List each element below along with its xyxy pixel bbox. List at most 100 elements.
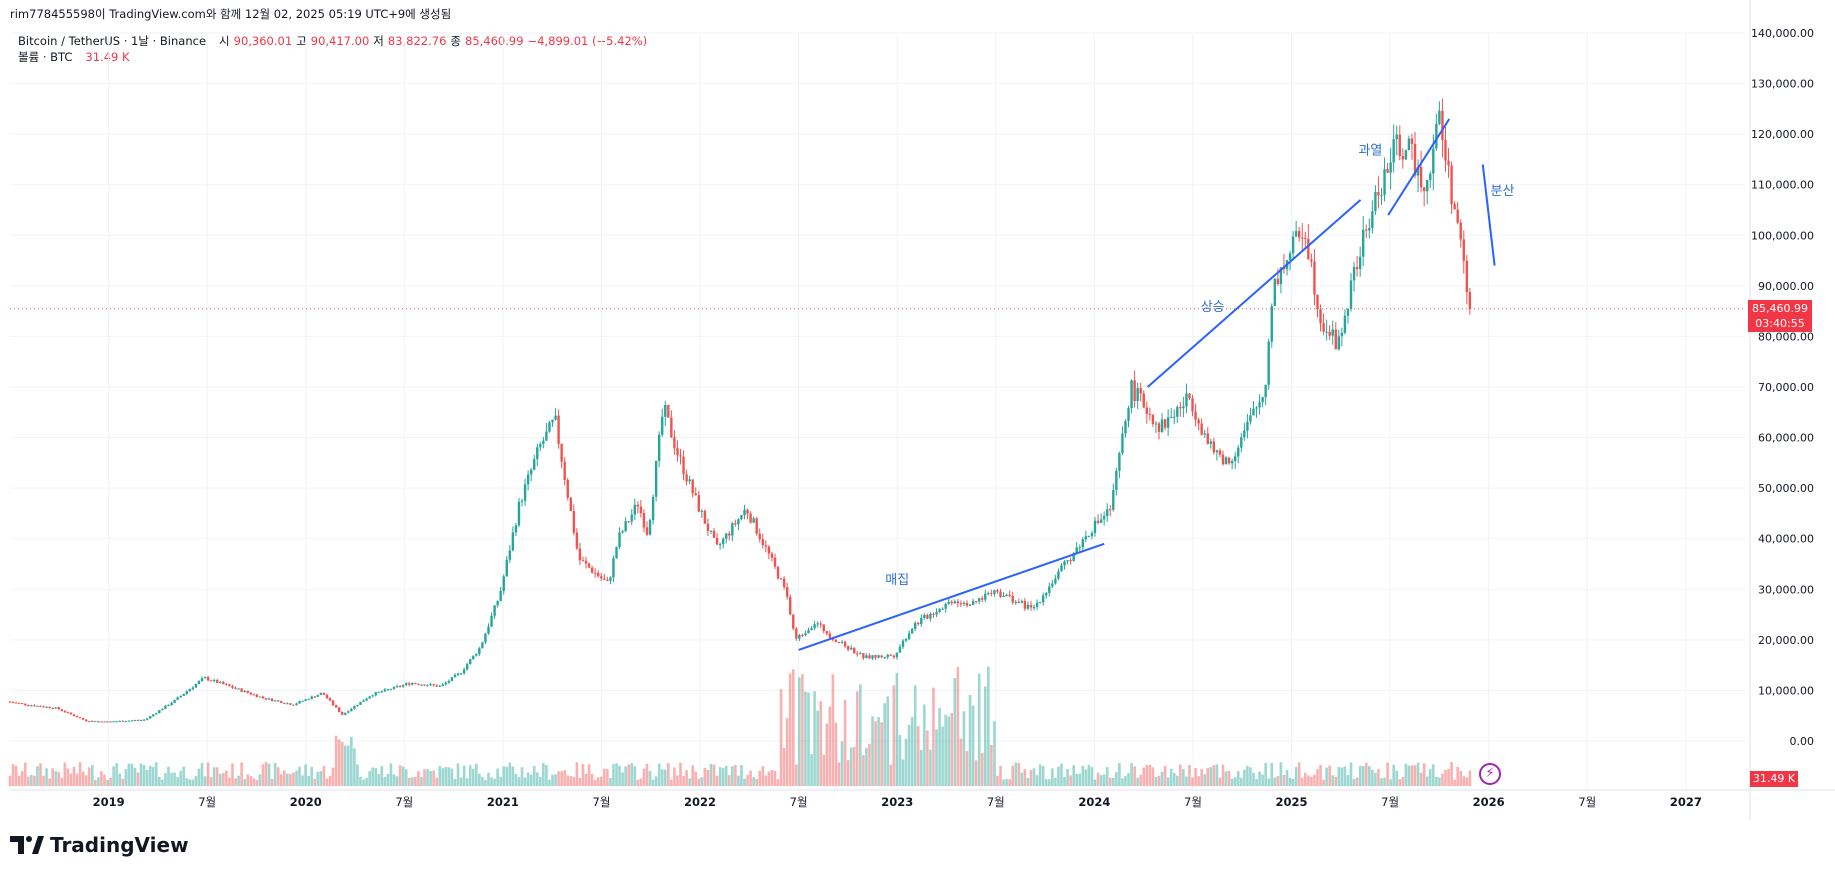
volume-bar: [807, 692, 810, 786]
candle-body: [1392, 139, 1395, 163]
volume-bar: [956, 667, 960, 786]
candle-body: [493, 605, 496, 616]
lightning-icon[interactable]: ⚡: [1479, 763, 1501, 785]
candle-body: [286, 703, 289, 705]
tradingview-logo-icon: [10, 836, 44, 854]
volume-bar: [560, 771, 563, 786]
candle-body: [648, 519, 652, 535]
candle-body: [798, 635, 801, 639]
candle-body: [514, 525, 518, 533]
volume-bar: [347, 745, 350, 786]
volume-bar: [1154, 777, 1158, 786]
candle-body: [917, 622, 920, 625]
candle-body: [1447, 160, 1450, 166]
candle-body: [1072, 553, 1075, 562]
trend-line: [798, 542, 1105, 651]
volume-bar: [1096, 772, 1100, 786]
volume-label[interactable]: 볼륨 · BTC: [18, 50, 73, 64]
candle-body: [1069, 560, 1072, 562]
candle-body: [225, 684, 228, 686]
volume-bar: [1191, 777, 1194, 786]
volume-bar: [816, 710, 819, 786]
candle-body: [191, 687, 195, 690]
volume-bar: [87, 767, 91, 786]
candle-body: [1096, 520, 1100, 523]
candle-body: [526, 474, 530, 485]
volume-bar: [935, 729, 938, 786]
volume-bar: [962, 711, 966, 786]
candle-body: [212, 679, 216, 681]
volume-bar: [194, 775, 198, 786]
candle-body: [862, 653, 865, 659]
candle-body: [1450, 165, 1453, 205]
volume-bar: [1422, 763, 1426, 786]
candle-body: [490, 615, 493, 627]
volume-bar: [1313, 774, 1316, 786]
candle-body: [533, 459, 536, 470]
volume-bar: [81, 771, 85, 786]
volume-bar: [621, 772, 624, 786]
candle-body: [462, 669, 466, 674]
candle-body: [1087, 536, 1091, 538]
volume-bar: [240, 762, 243, 786]
volume-bar: [740, 765, 743, 786]
candle-body: [1462, 239, 1465, 261]
volume-bar: [987, 666, 990, 786]
volume-bar: [795, 764, 798, 786]
volume-bar: [929, 749, 932, 786]
volume-bar: [1419, 772, 1423, 786]
volume-bar: [1008, 779, 1011, 786]
candle-body: [1429, 173, 1432, 180]
candle-body: [1084, 536, 1088, 540]
volume-bar: [612, 764, 615, 786]
candle-body: [112, 721, 115, 723]
volume-bar: [304, 764, 307, 786]
volume-bar: [1407, 765, 1411, 786]
volume-bar: [209, 777, 213, 786]
candle-body: [1185, 393, 1188, 407]
volume-bar: [919, 749, 923, 786]
volume-bar: [334, 735, 338, 786]
change-value: −4,899.01 (−5.42%): [527, 34, 648, 48]
candle-body: [679, 455, 682, 457]
volume-bar: [831, 674, 835, 786]
volume-bar: [932, 687, 935, 786]
candle-body: [1264, 384, 1267, 398]
candle-body: [1102, 516, 1106, 520]
candle-body: [910, 628, 914, 634]
y-tick-label: 130,000.00: [1751, 78, 1814, 91]
candle-body: [642, 513, 646, 528]
volume-bar: [1294, 767, 1298, 786]
volume-bar: [1322, 779, 1325, 786]
volume-bar: [1145, 765, 1149, 786]
volume-bar: [72, 766, 76, 786]
candle-body: [365, 698, 368, 701]
x-tick-label: 2021: [487, 795, 519, 809]
x-tick-label: 7월: [395, 795, 413, 809]
candle-body: [298, 701, 301, 704]
volume-bar: [1005, 778, 1008, 786]
tradingview-logo[interactable]: TradingView: [10, 833, 189, 857]
volume-bar: [1303, 772, 1307, 786]
brand-name: TradingView: [50, 833, 189, 857]
candle-body: [426, 685, 429, 687]
candle-body: [667, 405, 670, 418]
candle-body: [1328, 331, 1331, 336]
candle-body: [158, 710, 161, 714]
symbol-title[interactable]: Bitcoin / TetherUS · 1날 · Binance: [18, 34, 207, 48]
volume-bar: [48, 778, 51, 786]
volume-bar: [371, 767, 374, 786]
volume-bar: [837, 762, 841, 786]
volume-bar: [1239, 777, 1243, 786]
volume-bar: [606, 769, 609, 786]
volume-bar: [246, 774, 250, 786]
volume-bar: [685, 770, 688, 786]
price-chart[interactable]: 0.00 10,000.00 20,000.00 30,000.00 40,000.00…: [0, 0, 1835, 820]
candle-body: [907, 633, 911, 640]
volume-bar: [511, 766, 515, 786]
candle-body: [496, 600, 499, 606]
candle-body: [69, 712, 73, 715]
y-tick-label: 140,000.00: [1751, 27, 1814, 40]
candle-body: [904, 639, 908, 641]
volume-bar: [453, 778, 457, 786]
